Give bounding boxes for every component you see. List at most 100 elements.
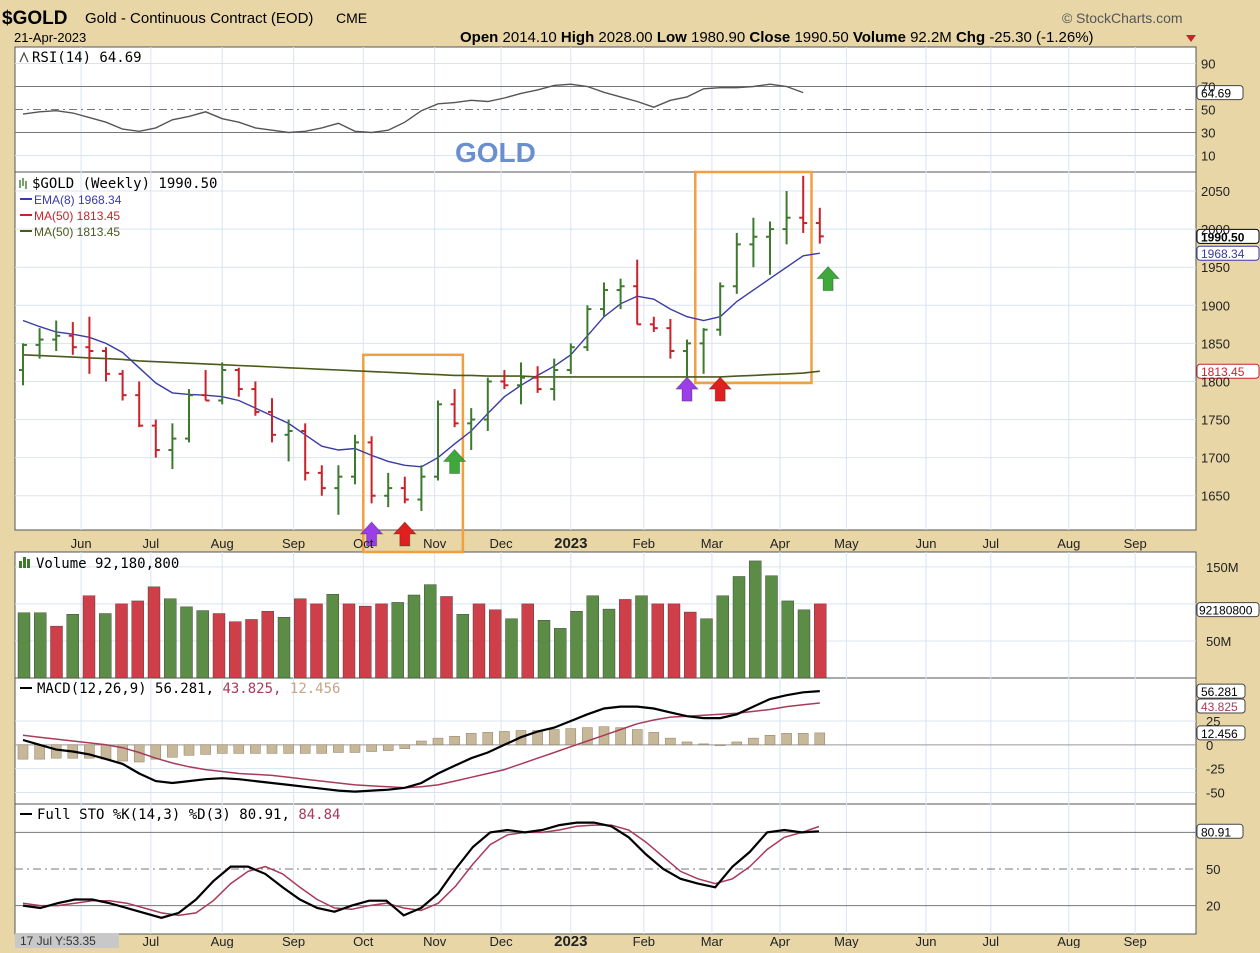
rsi-tick-label: 30 — [1201, 126, 1215, 141]
close-label: Close — [749, 29, 790, 46]
ema-legend-text: EMA(8) 1968.34 — [34, 193, 122, 207]
volume-bar — [99, 613, 112, 679]
macd-histogram-bar — [748, 737, 759, 746]
ma-red-legend-text: MA(50) 1813.45 — [34, 209, 120, 223]
macd-histogram-bar — [665, 737, 676, 746]
price-value-tag — [1196, 245, 1260, 261]
highlight-box — [362, 353, 465, 554]
macd-histogram-bar — [84, 744, 95, 759]
macd-histogram-bar — [133, 744, 145, 763]
price-value-tag-text: 1813.45 — [1201, 365, 1245, 379]
sto-x-label: Apr — [770, 934, 791, 948]
macd-histogram-bar — [565, 728, 577, 746]
macd-tick-label: -25 — [1206, 762, 1225, 777]
macd-histogram-bar — [615, 727, 626, 746]
price-x-label: Sep — [282, 536, 305, 551]
sto-value-tag-text: 80.91 — [1201, 825, 1231, 839]
volume-bar — [147, 586, 161, 679]
macd-signal-legend-value: 43.825, — [222, 681, 289, 697]
volume-bar — [797, 609, 811, 679]
sto-k-legend-value: 80.91, — [239, 807, 298, 823]
price-tick-label: 1850 — [1201, 336, 1230, 351]
low-value: 1980.90 — [691, 29, 745, 46]
volume-bar — [66, 614, 79, 679]
price-tick-label: 1750 — [1201, 413, 1230, 428]
rsi-legend-text: RSI(14) 64.69 — [32, 50, 142, 66]
macd-histogram-bar — [631, 729, 643, 746]
volume-value-tag-text: 92180800 — [1199, 604, 1253, 618]
volume-bar — [391, 602, 404, 679]
close-value: 1990.50 — [794, 29, 848, 46]
ma-green-legend-text: MA(50) 1813.45 — [34, 225, 120, 239]
volume-value: 92.2M — [910, 29, 952, 46]
price-series: 1990.50 1968.34 1813.45 — [19, 170, 1260, 554]
sto-x-label: Feb — [633, 934, 655, 948]
macd-legend-text: MACD(12,26,9) 56.281, 43.825, 12.456 — [37, 681, 340, 697]
sto-x-label: Jul — [982, 934, 999, 948]
sto-tick-label: 50 — [1206, 862, 1220, 877]
highlight-box — [694, 170, 813, 385]
macd-value-tag-text: 43.825 — [1201, 700, 1238, 714]
macd-legend-name: MACD(12,26,9) — [37, 681, 155, 697]
volume-bar — [537, 619, 551, 679]
price-tick-label: 2050 — [1201, 184, 1230, 199]
macd-histogram-bar — [266, 744, 278, 754]
volume-bar — [375, 603, 388, 679]
chg-value: -25.30 (-1.26%) — [989, 29, 1093, 46]
macd-value-tag — [1196, 683, 1246, 699]
sto-k-line — [22, 821, 820, 919]
price-legend: $GOLD (Weekly) 1990.50 EMA(8) 1968.34 MA… — [19, 176, 217, 239]
macd-histogram-bar — [316, 744, 328, 754]
up-arrow-icon — [815, 265, 841, 292]
sto-x-label: Mar — [701, 934, 724, 948]
sto-tick-label: 20 — [1206, 899, 1220, 914]
chart-header: $GOLD Gold - Continuous Contract (EOD) C… — [2, 8, 1196, 46]
footer-readout-text: 17 Jul Y:53.35 — [20, 934, 96, 948]
price-x-label: Mar — [701, 536, 724, 551]
macd-tick-label: 0 — [1206, 738, 1213, 753]
volume-bar — [82, 595, 96, 679]
volume-value-tag — [1196, 602, 1260, 618]
high-value: 2028.00 — [598, 29, 652, 46]
down-triangle-icon — [1186, 35, 1196, 42]
volume-bar — [196, 610, 209, 679]
price-value-tag — [1196, 363, 1260, 379]
volume-bar — [814, 603, 827, 679]
macd-histogram-bar — [764, 735, 776, 746]
price-tick-label: 1950 — [1201, 260, 1230, 275]
volume-icon-bar — [23, 557, 26, 568]
axis-labels: 9070503010205020001950190018501800175017… — [71, 57, 1239, 951]
price-x-label: Aug — [211, 536, 234, 551]
macd-histogram-bar — [283, 744, 294, 754]
macd-tick-label: -50 — [1206, 786, 1225, 801]
macd-histogram-bar — [582, 727, 593, 746]
volume-bar — [342, 603, 356, 679]
sto-d-line — [22, 824, 820, 917]
volume-bar — [326, 594, 339, 679]
volume-label: Volume — [853, 29, 906, 46]
sto-x-label: Jul — [143, 934, 160, 948]
volume-bar — [294, 598, 307, 679]
macd-histogram-bar — [150, 744, 162, 760]
ohlc-summary: Open 2014.10 High 2028.00 Low 1980.90 Cl… — [460, 29, 1094, 46]
rsi-tick-label: 10 — [1201, 149, 1215, 164]
up-arrow-icon — [708, 376, 733, 402]
macd-histogram-bar — [34, 744, 45, 760]
macd-histogram-bar — [183, 744, 195, 756]
copyright-symbol: © — [1062, 10, 1073, 26]
volume-icon — [19, 561, 22, 568]
volume-bar — [700, 618, 713, 679]
footer-readout: 17 Jul Y:53.35 — [15, 933, 119, 948]
volume-bar — [359, 605, 372, 679]
macd-histogram-bar — [731, 741, 743, 746]
price-x-label: Nov — [423, 536, 447, 551]
up-arrow-icon — [392, 521, 417, 547]
security-name: Gold - Continuous Contract (EOD) — [85, 10, 313, 27]
price-x-label: Jun — [916, 536, 937, 551]
stochastic-legend: Full STO %K(14,3) %D(3) 80.91, 84.84 — [20, 807, 340, 823]
price-x-label: Jul — [143, 536, 160, 551]
volume-bar — [781, 600, 794, 679]
macd-histogram-bar — [681, 741, 693, 746]
price-value-tag — [1196, 228, 1260, 244]
volume-series: 92180800 — [17, 560, 1260, 679]
